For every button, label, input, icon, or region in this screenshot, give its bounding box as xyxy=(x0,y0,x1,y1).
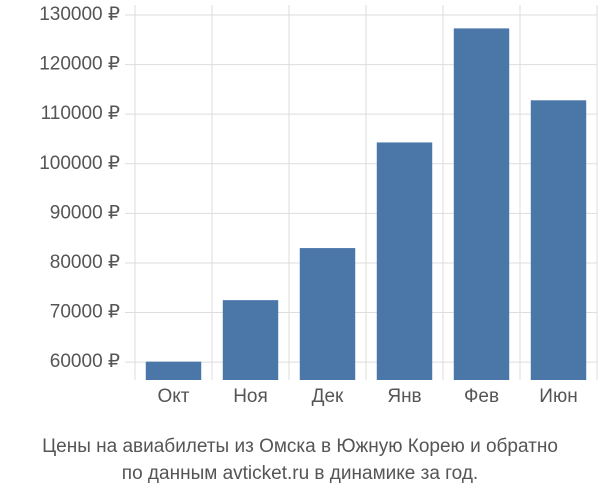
x-tick-label: Янв xyxy=(387,386,421,407)
bar xyxy=(376,142,433,380)
y-tick-label: 70000 ₽ xyxy=(50,302,120,323)
x-tick-label: Окт xyxy=(157,386,189,407)
bar xyxy=(453,28,510,380)
x-tick-label: Ноя xyxy=(233,386,268,407)
caption-line: Цены на авиабилеты из Омска в Южную Коре… xyxy=(42,436,558,457)
y-tick-label: 130000 ₽ xyxy=(39,4,120,25)
y-tick-label: 100000 ₽ xyxy=(39,153,120,174)
x-tick-label: Дек xyxy=(312,386,344,407)
x-tick-label: Фев xyxy=(464,386,499,407)
y-tick-label: 90000 ₽ xyxy=(50,202,120,223)
bar xyxy=(530,100,587,380)
x-tick-label: Июн xyxy=(539,386,577,407)
bar xyxy=(222,300,279,380)
caption-line: по данным avticket.ru в динамике за год. xyxy=(122,463,478,484)
y-tick-label: 110000 ₽ xyxy=(41,103,120,124)
y-tick-label: 60000 ₽ xyxy=(50,351,120,372)
y-tick-label: 120000 ₽ xyxy=(39,54,120,75)
y-tick-label: 80000 ₽ xyxy=(50,252,120,273)
bar xyxy=(145,361,202,380)
bar xyxy=(299,248,356,380)
